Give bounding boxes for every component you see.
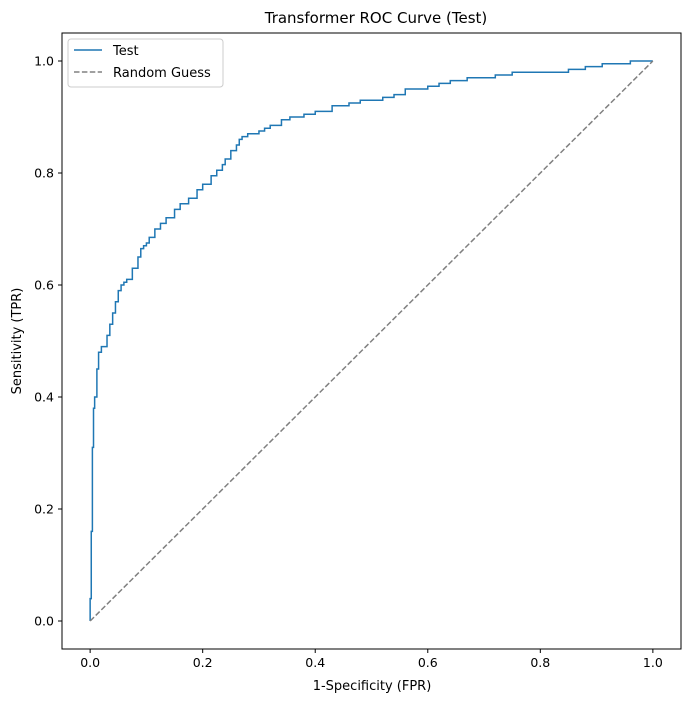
y-axis-ticks: 0.0 0.2 0.4 0.6 0.8 1.0 — [34, 54, 62, 629]
x-tick-label: 0.2 — [193, 655, 213, 670]
y-axis-label: Sensitivity (TPR) — [10, 288, 25, 395]
x-tick-label: 0.8 — [530, 655, 550, 670]
series-layer — [89, 60, 654, 622]
y-tick-label: 0.4 — [34, 390, 54, 405]
x-axis-ticks: 0.0 0.2 0.4 0.6 0.8 1.0 — [80, 649, 663, 670]
legend-frame — [67, 38, 224, 88]
legend-label-random-guess: Random Guess — [113, 66, 211, 81]
y-tick-label: 0.2 — [34, 502, 54, 517]
legend-label-test: Test — [112, 44, 139, 59]
plot-area: 0.0 0.2 0.4 0.6 0.8 1.0 0.0 0.2 0.4 0.6 0.8 1.0 — [34, 32, 682, 670]
x-axis-label: 1-Specificity (FPR) — [313, 679, 432, 694]
chart-title: Transformer ROC Curve (Test) — [264, 9, 488, 27]
y-tick-label: 0.8 — [34, 166, 54, 181]
x-tick-label: 0.6 — [418, 655, 438, 670]
y-tick-label: 0.6 — [34, 278, 54, 293]
series-line-test — [89, 60, 653, 621]
plot-frame — [61, 32, 682, 650]
y-tick-label: 0.0 — [34, 614, 54, 629]
legend: Test Random Guess — [67, 38, 224, 88]
x-tick-label: 0.4 — [305, 655, 325, 670]
y-tick-label: 1.0 — [34, 54, 54, 69]
x-tick-label: 0.0 — [80, 655, 100, 670]
series-line-random-guess — [89, 60, 654, 622]
x-tick-label: 1.0 — [643, 655, 663, 670]
